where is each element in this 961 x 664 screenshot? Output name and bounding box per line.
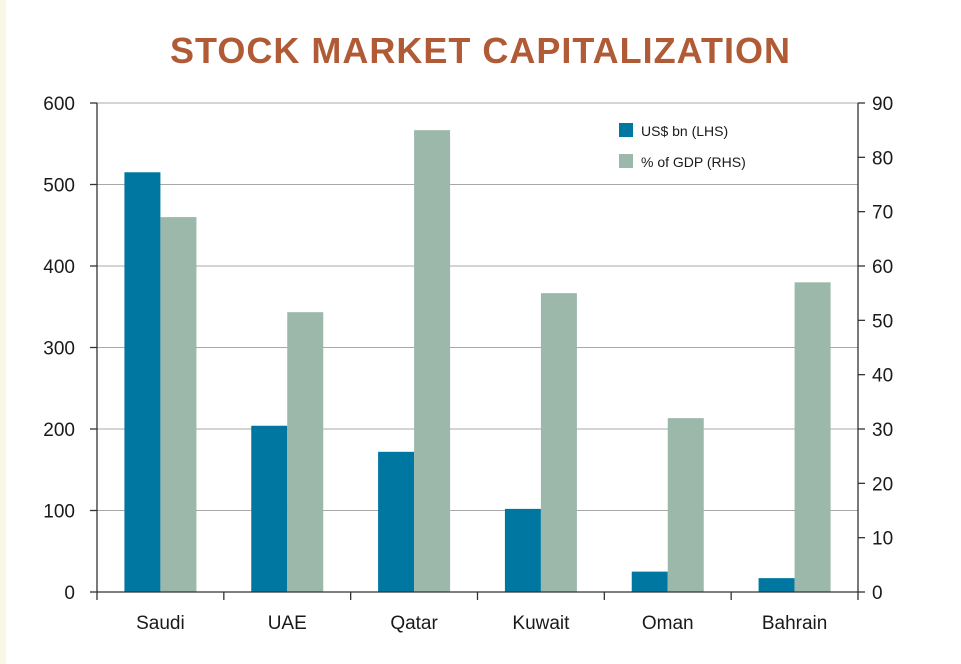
left-tick-label: 600 (43, 94, 75, 115)
left-tick-label: 0 (64, 583, 75, 604)
left-tick-label: 100 (43, 502, 75, 523)
right-tick-label: 40 (872, 366, 893, 387)
right-tick-label: 70 (872, 203, 893, 224)
legend-swatch (619, 154, 633, 168)
x-tick-label: Saudi (136, 613, 185, 634)
right-tick-label: 60 (872, 257, 893, 278)
legend-label: % of GDP (RHS) (641, 154, 746, 170)
x-tick-label: Bahrain (762, 613, 828, 634)
bar-bahrain-pct-gdp (794, 282, 831, 592)
page-edge-strip (0, 0, 6, 664)
bar-bahrain-usd-bn (758, 578, 795, 592)
left-tick-label: 500 (43, 176, 75, 197)
right-tick-label: 20 (872, 474, 893, 495)
bar-qatar-usd-bn (378, 451, 415, 592)
bar-uae-pct-gdp (287, 312, 324, 592)
bar-saudi-pct-gdp (160, 217, 197, 592)
chart-title: STOCK MARKET CAPITALIZATION (170, 30, 791, 71)
right-tick-label: 10 (872, 529, 893, 550)
legend-label: US$ bn (LHS) (641, 123, 728, 139)
bar-kuwait-usd-bn (504, 508, 541, 592)
bar-uae-usd-bn (251, 425, 288, 592)
bar-oman-pct-gdp (667, 418, 704, 592)
left-tick-label: 200 (43, 420, 75, 441)
left-tick-label: 300 (43, 339, 75, 360)
right-tick-label: 30 (872, 420, 893, 441)
x-tick-label: UAE (268, 613, 307, 634)
x-tick-label: Qatar (390, 613, 438, 634)
x-tick-label: Kuwait (512, 613, 570, 634)
bar-qatar-pct-gdp (414, 130, 451, 592)
right-tick-label: 90 (872, 94, 893, 115)
right-tick-label: 0 (872, 583, 883, 604)
bar-saudi-usd-bn (124, 172, 161, 592)
bar-oman-usd-bn (631, 571, 668, 592)
right-tick-label: 50 (872, 311, 893, 332)
x-tick-label: Oman (642, 613, 694, 634)
bar-kuwait-pct-gdp (540, 293, 577, 592)
right-tick-label: 80 (872, 148, 893, 169)
left-tick-label: 400 (43, 257, 75, 278)
legend-swatch (619, 123, 633, 137)
